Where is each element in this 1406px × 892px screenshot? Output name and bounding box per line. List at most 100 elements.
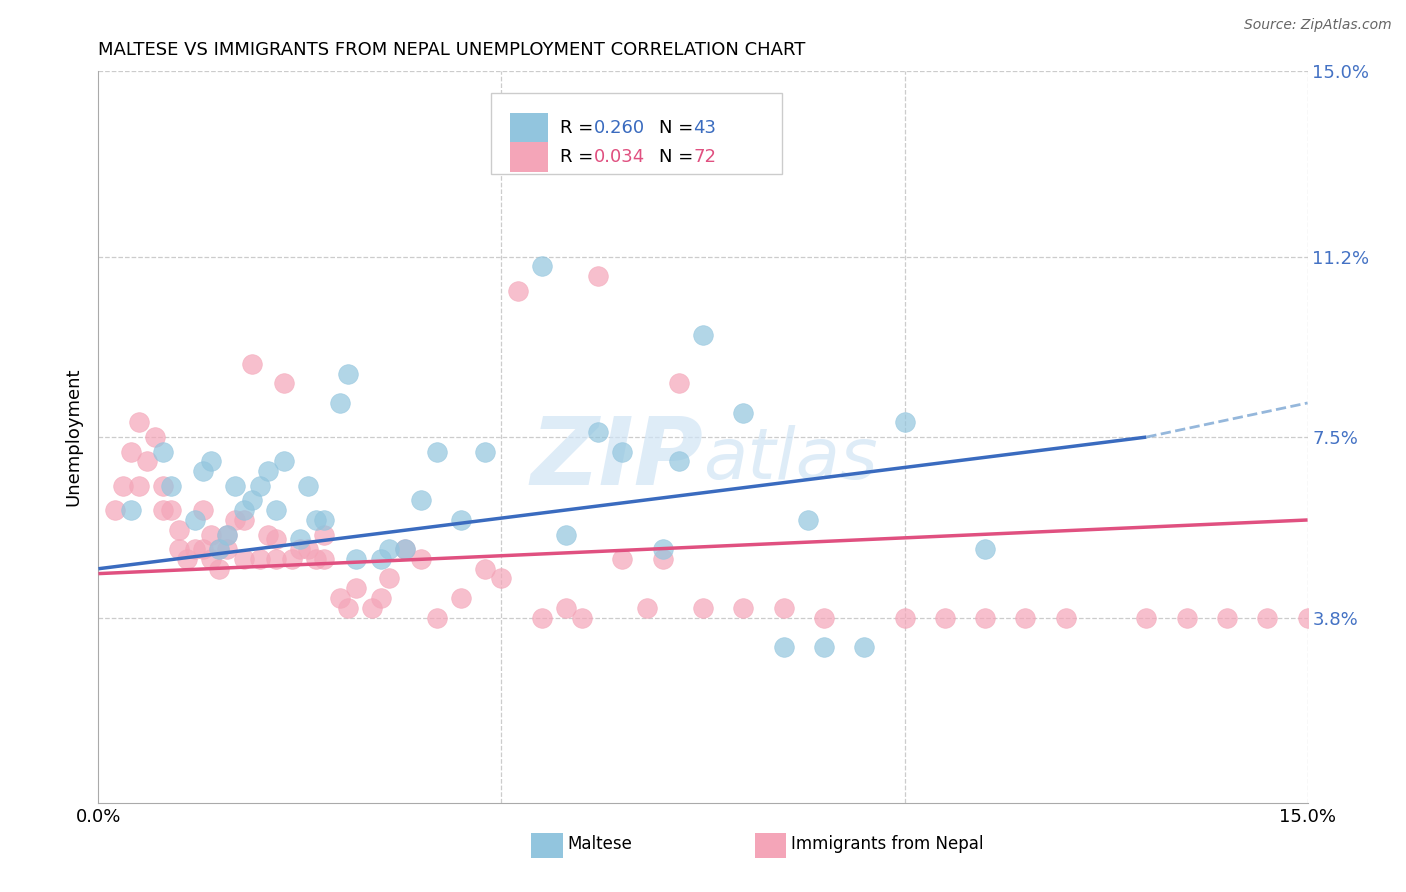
Point xyxy=(1054,610,1077,624)
Point xyxy=(217,542,239,557)
Point xyxy=(555,600,578,615)
Point xyxy=(103,503,125,517)
Point xyxy=(934,610,956,624)
Text: R =: R = xyxy=(561,148,599,166)
Point xyxy=(193,464,215,478)
Point xyxy=(555,527,578,541)
Point xyxy=(893,416,915,430)
Point xyxy=(152,479,174,493)
Text: 0.034: 0.034 xyxy=(595,148,645,166)
FancyBboxPatch shape xyxy=(755,833,786,858)
Point xyxy=(530,260,553,274)
Point xyxy=(733,600,755,615)
Point xyxy=(240,493,263,508)
Point xyxy=(329,591,352,605)
Point xyxy=(264,552,287,566)
Point xyxy=(128,479,150,493)
Point xyxy=(1296,610,1319,624)
Point xyxy=(297,542,319,557)
Point xyxy=(853,640,876,654)
Point xyxy=(249,479,271,493)
Point xyxy=(377,542,399,557)
Point xyxy=(167,542,190,557)
Point xyxy=(474,562,496,576)
Point xyxy=(361,600,384,615)
Point xyxy=(450,513,472,527)
Point xyxy=(224,513,246,527)
Point xyxy=(506,284,529,298)
Point xyxy=(232,503,254,517)
Point xyxy=(273,454,295,468)
Point xyxy=(160,479,183,493)
Point xyxy=(176,552,198,566)
Point xyxy=(772,640,794,654)
Point xyxy=(208,542,231,557)
Point xyxy=(409,552,432,566)
Point xyxy=(249,552,271,566)
Point xyxy=(426,610,449,624)
Point xyxy=(305,552,328,566)
Point xyxy=(193,542,215,557)
Point xyxy=(491,572,513,586)
Point xyxy=(297,479,319,493)
Point xyxy=(273,376,295,391)
Point xyxy=(111,479,134,493)
Point xyxy=(370,552,392,566)
Point xyxy=(450,591,472,605)
Point xyxy=(314,527,336,541)
Point xyxy=(200,527,222,541)
Point xyxy=(120,503,142,517)
Point xyxy=(264,503,287,517)
Text: 43: 43 xyxy=(693,119,716,136)
Point xyxy=(636,600,658,615)
Point xyxy=(240,357,263,371)
Point xyxy=(586,425,609,440)
Point xyxy=(256,464,278,478)
Point xyxy=(1216,610,1239,624)
Point xyxy=(337,367,360,381)
Point xyxy=(651,542,673,557)
Point xyxy=(217,527,239,541)
Point xyxy=(152,444,174,458)
Point xyxy=(668,454,690,468)
Text: Immigrants from Nepal: Immigrants from Nepal xyxy=(792,836,984,854)
Point xyxy=(1175,610,1198,624)
Point xyxy=(426,444,449,458)
Text: MALTESE VS IMMIGRANTS FROM NEPAL UNEMPLOYMENT CORRELATION CHART: MALTESE VS IMMIGRANTS FROM NEPAL UNEMPLO… xyxy=(98,41,806,59)
Point xyxy=(474,444,496,458)
Point xyxy=(974,542,997,557)
Point xyxy=(797,513,820,527)
Point xyxy=(337,600,360,615)
Point xyxy=(394,542,416,557)
Point xyxy=(200,552,222,566)
Point xyxy=(668,376,690,391)
Point xyxy=(733,406,755,420)
Point xyxy=(370,591,392,605)
Point xyxy=(1014,610,1036,624)
Point xyxy=(692,327,714,342)
Point xyxy=(120,444,142,458)
Text: Source: ZipAtlas.com: Source: ZipAtlas.com xyxy=(1244,18,1392,32)
FancyBboxPatch shape xyxy=(509,113,548,143)
Point xyxy=(813,610,835,624)
Point xyxy=(1135,610,1157,624)
Point xyxy=(813,640,835,654)
Point xyxy=(232,552,254,566)
Point xyxy=(128,416,150,430)
Point xyxy=(344,552,367,566)
Point xyxy=(184,542,207,557)
Point xyxy=(143,430,166,444)
Point xyxy=(305,513,328,527)
Point xyxy=(344,581,367,595)
Point xyxy=(281,552,304,566)
Text: atlas: atlas xyxy=(703,425,877,493)
Point xyxy=(224,479,246,493)
Point xyxy=(586,269,609,284)
Point xyxy=(264,533,287,547)
Point xyxy=(193,503,215,517)
Point xyxy=(612,552,634,566)
Point xyxy=(314,552,336,566)
Text: N =: N = xyxy=(659,148,699,166)
Point xyxy=(692,600,714,615)
Point xyxy=(208,562,231,576)
